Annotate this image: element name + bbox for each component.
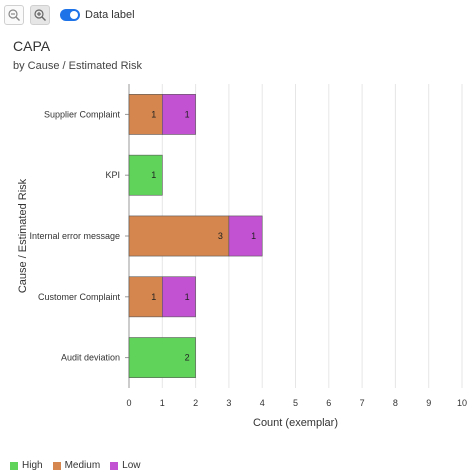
data-label: 2 (185, 353, 190, 363)
chart-title: CAPA (13, 38, 51, 54)
bar-low (228, 215, 263, 257)
x-tick-label: 10 (457, 398, 467, 408)
y-tick-label: KPI (105, 170, 120, 180)
data-label: 1 (151, 170, 156, 180)
y-axis-title: Cause / Estimated Risk (17, 178, 29, 293)
y-tick-label: Supplier Complaint (44, 109, 121, 119)
bar-medium (128, 94, 163, 135)
bar-high (128, 337, 196, 378)
x-tick-label: 6 (326, 398, 331, 408)
bar-medium (128, 215, 230, 257)
x-tick-label: 8 (393, 398, 398, 408)
legend-swatch (52, 461, 61, 470)
data-label: 1 (251, 231, 256, 241)
bar-low (162, 276, 196, 318)
x-tick-label: 0 (126, 398, 131, 408)
x-tick-label: 3 (226, 398, 231, 408)
bar-high (128, 154, 163, 196)
data-label: 1 (185, 292, 190, 302)
legend-item-low[interactable]: Low (110, 460, 141, 471)
x-tick-label: 1 (160, 398, 165, 408)
zoom-in-icon (34, 9, 46, 21)
x-tick-label: 9 (426, 398, 431, 408)
x-axis-title: Count (exemplar) (253, 417, 338, 429)
chart-toolbar: Data label (4, 4, 135, 26)
x-tick-label: 5 (293, 398, 298, 408)
zoom-out-icon (8, 9, 20, 21)
x-tick-label: 2 (193, 398, 198, 408)
legend-swatch (110, 461, 119, 470)
legend-label: High (22, 460, 43, 471)
chart-legend: High Medium Low (10, 460, 151, 471)
y-tick-label: Customer Complaint (38, 292, 121, 302)
data-label-toggle[interactable]: Data label (60, 9, 135, 21)
toggle-switch-icon[interactable] (60, 9, 80, 21)
data-label: 3 (218, 231, 223, 241)
legend-swatch (10, 461, 18, 470)
y-tick-label: Internal error message (29, 231, 120, 241)
legend-label: Medium (64, 460, 101, 471)
data-label: 1 (151, 109, 156, 119)
zoom-in-button[interactable] (30, 5, 50, 25)
x-tick-label: 4 (260, 398, 265, 408)
legend-item-high[interactable]: High (10, 460, 43, 471)
y-tick-label: Audit deviation (61, 353, 120, 363)
legend-item-medium[interactable]: Medium (52, 460, 101, 471)
x-tick-label: 7 (360, 398, 365, 408)
chart-subtitle: by Cause / Estimated Risk (13, 60, 142, 72)
legend-label: Low (122, 460, 141, 471)
data-label: 1 (151, 292, 156, 302)
bar-medium (128, 276, 163, 318)
data-label-toggle-label: Data label (85, 9, 135, 21)
zoom-out-button[interactable] (4, 5, 24, 25)
data-label: 1 (185, 109, 190, 119)
bar-low (162, 94, 196, 135)
